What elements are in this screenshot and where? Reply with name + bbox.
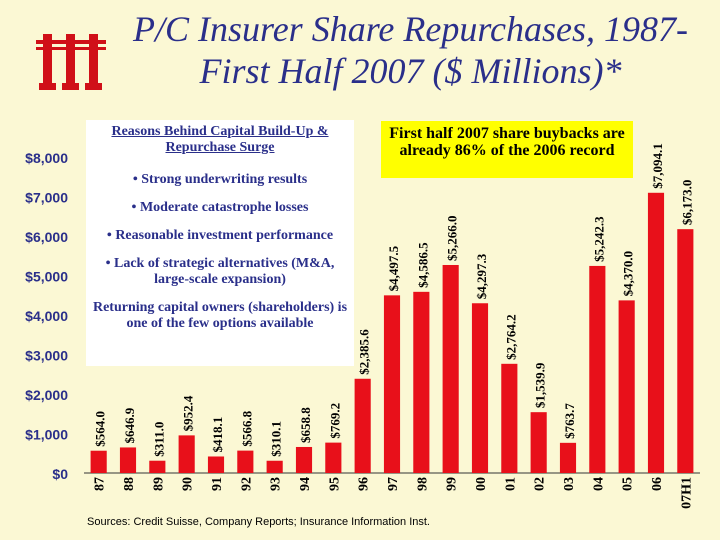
- bar: [119, 447, 137, 473]
- x-tick-label: 05: [621, 477, 636, 491]
- bar: [589, 265, 606, 473]
- x-tick-label: 03: [562, 477, 577, 491]
- page-title: P/C Insurer Share Repurchases, 1987- Fir…: [133, 9, 688, 91]
- bar: [647, 192, 665, 473]
- x-tick-label: 88: [122, 477, 137, 491]
- x-tick-label: 96: [357, 477, 372, 491]
- x-tick-label: 00: [474, 477, 489, 491]
- bar: [383, 295, 401, 473]
- bar: [618, 300, 635, 473]
- data-label: $5,266.0: [445, 215, 460, 261]
- data-label: $4,586.5: [415, 242, 430, 288]
- x-tick-label: 91: [210, 477, 225, 491]
- bar: [471, 303, 489, 473]
- data-label: $763.7: [562, 403, 577, 439]
- x-tick-label: 94: [298, 477, 313, 491]
- x-tick-label: 89: [151, 477, 166, 491]
- x-tick-label: 04: [591, 477, 606, 491]
- data-label: $418.1: [210, 417, 225, 453]
- data-label: $6,173.0: [679, 180, 694, 226]
- data-label: $5,242.3: [591, 216, 606, 262]
- iii-logo-icon: [36, 34, 106, 90]
- x-tick-label: 92: [239, 477, 254, 491]
- bar: [501, 363, 518, 473]
- x-tick-label: 95: [327, 477, 342, 491]
- bar: [442, 264, 459, 473]
- bar: [90, 450, 107, 473]
- x-tick-label: 07H1: [679, 477, 694, 509]
- bar: [677, 229, 694, 473]
- x-tick-label: 93: [269, 477, 284, 491]
- data-label: $658.8: [298, 407, 313, 443]
- y-tick-label: $3,000: [25, 348, 68, 364]
- reason-item: • Reasonable investment performance: [106, 228, 334, 243]
- y-tick-label: $1,000: [25, 427, 68, 443]
- y-tick-label: $6,000: [25, 229, 68, 245]
- reasons-closing: Returning capital owners (shareholders) …: [92, 300, 348, 331]
- x-tick-label: 06: [650, 477, 665, 491]
- data-label: $2,764.2: [503, 314, 518, 360]
- y-tick-label: $4,000: [25, 308, 68, 324]
- x-tick-label: 02: [533, 477, 548, 491]
- data-label: $566.8: [239, 410, 254, 446]
- data-label: $769.2: [327, 403, 342, 439]
- y-tick-label: $5,000: [25, 269, 68, 285]
- data-label: $4,297.3: [474, 253, 489, 299]
- reason-item: • Lack of strategic alternatives (M&A, l…: [105, 256, 335, 287]
- bar: [325, 442, 342, 473]
- bar: [266, 460, 283, 473]
- data-label: $1,539.9: [533, 362, 548, 408]
- data-label: $952.4: [181, 395, 196, 431]
- callout-box: First half 2007 share buybacks are alrea…: [381, 121, 633, 178]
- x-tick-label: 01: [503, 477, 518, 491]
- bar: [295, 446, 313, 473]
- y-tick-label: $8,000: [25, 150, 68, 166]
- y-tick-label: $2,000: [25, 387, 68, 403]
- y-tick-label: $0: [52, 466, 68, 482]
- y-tick-label: $7,000: [25, 190, 68, 206]
- x-tick-label: 97: [386, 477, 401, 491]
- bar: [413, 291, 430, 473]
- data-label: $7,094.1: [650, 143, 665, 189]
- reason-item: • Moderate catastrophe losses: [131, 200, 309, 215]
- bar: [237, 450, 254, 473]
- data-label: $646.9: [122, 407, 137, 443]
- reasons-text-box: Reasons Behind Capital Build-Up & Repurc…: [86, 120, 354, 366]
- data-label: $4,370.0: [621, 251, 636, 297]
- bar: [149, 460, 166, 473]
- bar: [559, 442, 577, 473]
- data-label: $2,385.6: [357, 329, 372, 375]
- reasons-heading: Reasons Behind Capital Build-Up & Repurc…: [111, 124, 329, 155]
- source-note: Sources: Credit Suisse, Company Reports;…: [87, 516, 430, 528]
- data-label: $311.0: [151, 422, 166, 457]
- x-tick-label: 90: [181, 477, 196, 491]
- bar: [178, 435, 195, 473]
- x-tick-label: 87: [93, 477, 108, 491]
- data-label: $564.0: [93, 411, 108, 447]
- bar: [530, 412, 547, 473]
- bar: [354, 378, 371, 473]
- x-tick-label: 98: [415, 477, 430, 491]
- data-label: $4,497.5: [386, 245, 401, 291]
- reason-item: • Strong underwriting results: [132, 172, 308, 187]
- x-tick-label: 99: [445, 477, 460, 491]
- data-label: $310.1: [269, 421, 284, 457]
- bar: [207, 456, 225, 473]
